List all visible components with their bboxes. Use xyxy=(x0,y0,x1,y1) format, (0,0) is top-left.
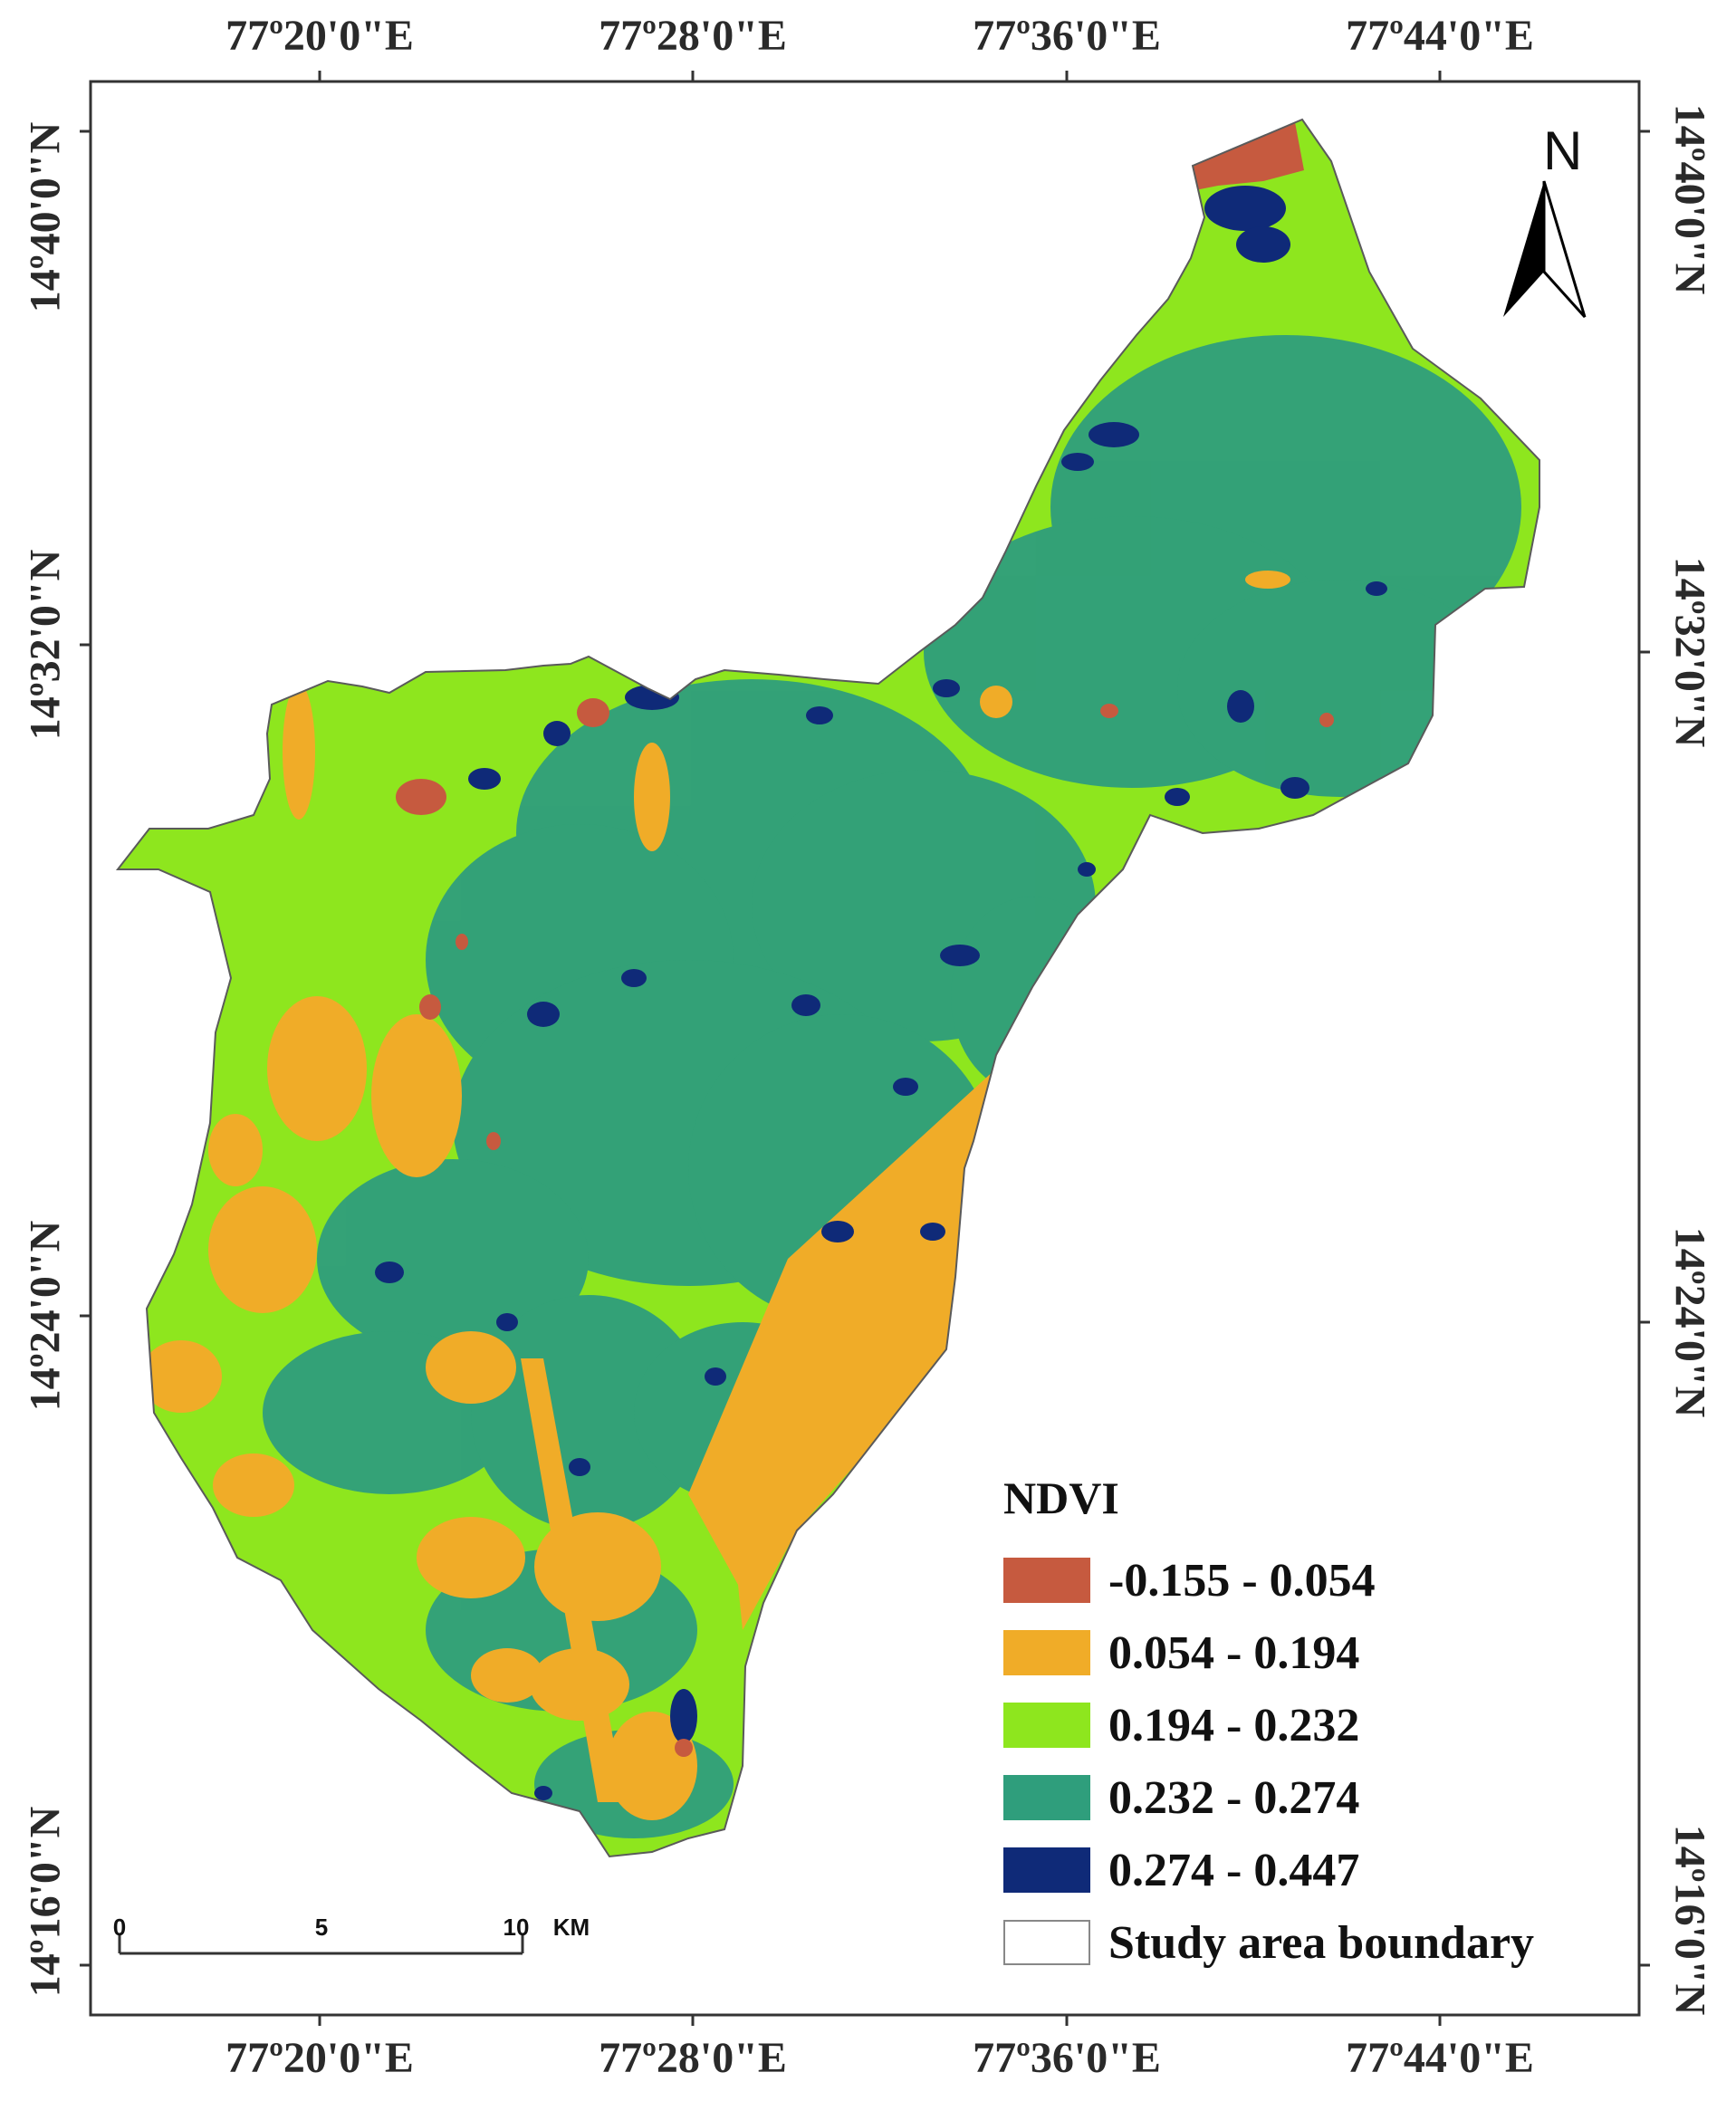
legend-swatch xyxy=(1003,1920,1090,1965)
top-longitude-label: 77º44'0"E xyxy=(1346,12,1534,60)
legend-item: -0.155 - 0.054 xyxy=(1003,1548,1534,1613)
left-latitude-label: 14º40'0"N xyxy=(21,121,70,313)
scale-unit: KM xyxy=(552,1914,590,1941)
legend-swatch xyxy=(1003,1630,1090,1675)
legend-label: 0.194 - 0.232 xyxy=(1108,1699,1360,1751)
bottom-longitude-label: 77º20'0"E xyxy=(225,2034,414,2082)
left-latitude-label: 14º16'0"N xyxy=(21,1806,70,1998)
scale-label: 5 xyxy=(314,1914,329,1941)
right-latitude-label: 14º32'0"N xyxy=(1665,556,1714,748)
top-longitude-label: 77º20'0"E xyxy=(225,12,414,60)
bottom-longitude-label: 77º28'0"E xyxy=(599,2034,787,2082)
left-latitude-label: 14º24'0"N xyxy=(21,1220,70,1412)
legend-item: Study area boundary xyxy=(1003,1910,1534,1975)
legend: NDVI -0.155 - 0.054 0.054 - 0.194 0.194 … xyxy=(1003,1472,1534,1982)
legend-label: 0.054 - 0.194 xyxy=(1108,1626,1360,1679)
right-latitude-label: 14º40'0"N xyxy=(1665,103,1714,295)
legend-item: 0.194 - 0.232 xyxy=(1003,1693,1534,1758)
legend-item: 0.274 - 0.447 xyxy=(1003,1837,1534,1903)
legend-title: NDVI xyxy=(1003,1473,1119,1523)
right-latitude-label: 14º16'0"N xyxy=(1665,1824,1714,2016)
legend-swatch xyxy=(1003,1558,1090,1603)
scale-bar xyxy=(118,1935,524,1955)
bottom-longitude-label: 77º36'0"E xyxy=(973,2034,1161,2082)
north-arrow-label: N xyxy=(1543,120,1583,181)
legend-item: 0.054 - 0.194 xyxy=(1003,1620,1534,1685)
legend-swatch xyxy=(1003,1847,1090,1893)
graticule-ticks xyxy=(80,71,1650,2026)
top-longitude-label: 77º28'0"E xyxy=(599,12,787,60)
top-longitude-label: 77º36'0"E xyxy=(973,12,1161,60)
legend-label: 0.274 - 0.447 xyxy=(1108,1844,1360,1896)
scale-label: 0 xyxy=(112,1914,127,1941)
legend-swatch xyxy=(1003,1703,1090,1748)
left-latitude-label: 14º32'0"N xyxy=(21,549,70,741)
legend-label: -0.155 - 0.054 xyxy=(1108,1554,1376,1607)
north-arrow-icon xyxy=(1503,180,1587,319)
bottom-longitude-label: 77º44'0"E xyxy=(1346,2034,1534,2082)
legend-swatch xyxy=(1003,1775,1090,1820)
right-latitude-label: 14º24'0"N xyxy=(1665,1226,1714,1418)
legend-label: Study area boundary xyxy=(1108,1916,1535,1969)
legend-item: 0.232 - 0.274 xyxy=(1003,1765,1534,1830)
scale-label: 10 xyxy=(503,1914,530,1941)
legend-label: 0.232 - 0.274 xyxy=(1108,1771,1360,1824)
